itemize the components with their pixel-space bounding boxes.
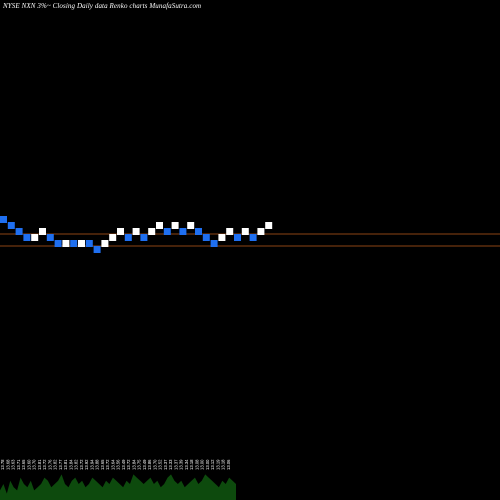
renko-brick-up (226, 228, 234, 235)
price-label: 13.77 (58, 459, 63, 470)
renko-brick-down (210, 240, 218, 247)
renko-brick-up (62, 240, 70, 247)
renko-brick-down (23, 234, 31, 241)
renko-brick-up (187, 222, 195, 229)
price-label: 13.78 (0, 459, 5, 470)
price-label: 13.34 (184, 459, 189, 470)
price-label: 13.81 (37, 459, 42, 470)
price-label: 13.82 (74, 459, 79, 470)
price-label: 13.37 (163, 459, 168, 470)
renko-brick-down (85, 240, 93, 247)
renko-brick-down (195, 228, 202, 235)
price-label: 13.65 (100, 459, 105, 470)
price-label: 13.84 (131, 459, 136, 470)
chart-title: NYSE NXN 3%~ Closing Daily data Renko ch… (3, 2, 202, 10)
renko-bricks (0, 216, 273, 253)
renko-brick-up (148, 228, 156, 235)
price-label: 13.60 (26, 459, 31, 470)
price-label: 13.82 (53, 459, 58, 470)
renko-brick-up (78, 240, 85, 247)
renko-brick-down (93, 246, 101, 253)
volume-area (0, 474, 236, 500)
price-label: 13.49 (121, 459, 126, 470)
price-label: 13.52 (158, 459, 163, 470)
price-label: 13.92 (84, 459, 89, 470)
price-label: 13.70 (152, 459, 157, 470)
renko-brick-up (156, 222, 163, 229)
price-label: 13.76 (47, 459, 52, 470)
renko-brick-up (171, 222, 179, 229)
renko-brick-up (265, 222, 273, 229)
price-label: 13.65 (21, 459, 26, 470)
renko-brick-up (132, 228, 140, 235)
renko-brick-down (46, 234, 54, 241)
renko-brick-up (109, 234, 117, 241)
price-label: 13.94 (89, 459, 94, 470)
renko-brick-down (249, 234, 257, 241)
price-label: 13.72 (42, 459, 47, 470)
price-label: 13.64 (110, 459, 115, 470)
price-label: 13.18 (221, 459, 226, 470)
price-label: 13.71 (16, 459, 21, 470)
price-label: 13.70 (32, 459, 37, 470)
price-label: 13.33 (168, 459, 173, 470)
price-label: 13.56 (116, 459, 121, 470)
price-label: 13.88 (95, 459, 100, 470)
price-label: 13.37 (173, 459, 178, 470)
price-label: 13.39 (179, 459, 184, 470)
price-label: 13.72 (79, 459, 84, 470)
renko-brick-down (15, 228, 23, 235)
renko-brick-up (101, 240, 109, 247)
renko-brick-down (140, 234, 148, 241)
price-label: 13.49 (142, 459, 147, 470)
price-label: 13.75 (137, 459, 142, 470)
renko-brick-down (202, 234, 210, 241)
renko-brick-up (39, 228, 46, 235)
renko-brick-up (241, 228, 249, 235)
renko-brick-down (70, 240, 78, 247)
price-label: 13.06 (226, 459, 231, 470)
renko-brick-down (7, 222, 15, 229)
price-label: 13.68 (5, 459, 10, 470)
price-label: 13.63 (11, 459, 16, 470)
price-label: 13.86 (147, 459, 152, 470)
price-label: 13.72 (126, 459, 131, 470)
price-label: 13.72 (105, 459, 110, 470)
renko-brick-down (0, 216, 7, 223)
price-label: 13.19 (215, 459, 220, 470)
renko-brick-down (234, 234, 241, 241)
renko-brick-up (31, 234, 39, 241)
renko-brick-down (163, 228, 171, 235)
price-label: 13.08 (194, 459, 199, 470)
price-label: 13.12 (210, 459, 215, 470)
renko-brick-down (54, 240, 62, 247)
price-label: 13.81 (63, 459, 68, 470)
price-label: 13.18 (189, 459, 194, 470)
renko-brick-up (117, 228, 124, 235)
renko-brick-down (124, 234, 132, 241)
renko-brick-down (179, 228, 187, 235)
renko-brick-up (218, 234, 226, 241)
volume-area-shape (0, 474, 236, 500)
price-label: 13.84 (68, 459, 73, 470)
price-labels: 13.78 13.68 13.63 13.71 13.65 13.60 13.70 13.81… (0, 459, 231, 470)
price-label: 13.00 (205, 459, 210, 470)
price-label: 13.00 (200, 459, 205, 470)
renko-brick-up (257, 228, 265, 235)
